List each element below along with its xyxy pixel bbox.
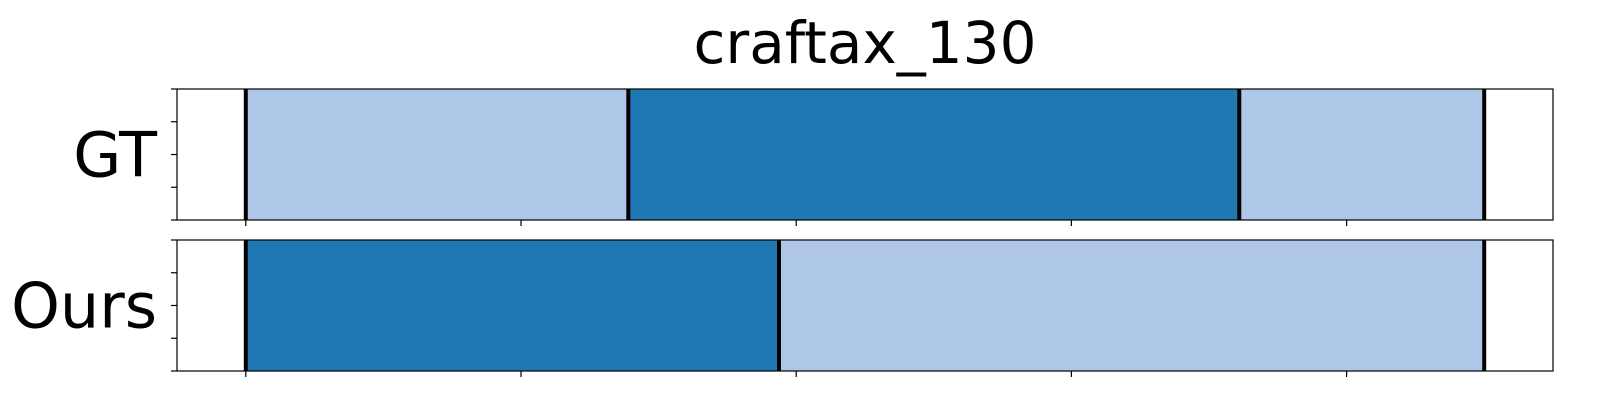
row-label-gt: GT	[73, 119, 158, 192]
segment-ours-1	[779, 240, 1485, 371]
chart-title: craftax_130	[694, 9, 1037, 77]
segment-gt-0	[245, 89, 629, 220]
row-ours: Ours	[11, 239, 1554, 377]
row-gt: GT	[73, 88, 1554, 226]
row-label-ours: Ours	[11, 270, 157, 343]
panels: GT Ours	[11, 88, 1554, 377]
segment-ours-0	[245, 240, 780, 371]
segment-gt-1	[628, 89, 1240, 220]
segment-gt-2	[1239, 89, 1485, 220]
